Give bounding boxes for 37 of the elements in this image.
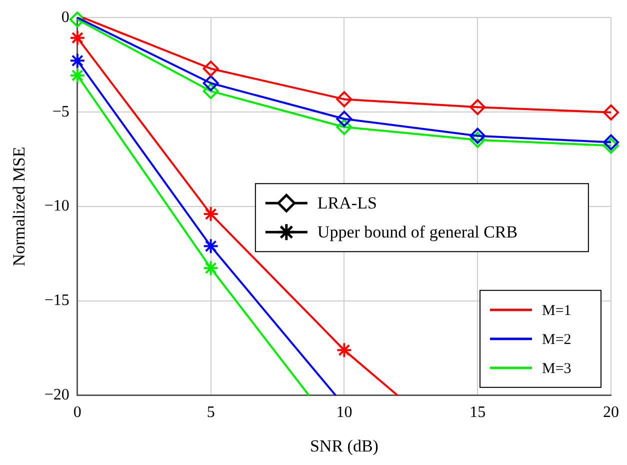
y-axis-title: Normalized MSE bbox=[10, 146, 29, 266]
x-tick-label: 15 bbox=[470, 404, 486, 422]
y-tick-label: −10 bbox=[44, 198, 70, 215]
x-tick-label: 10 bbox=[336, 404, 352, 422]
point bbox=[336, 118, 352, 135]
point bbox=[202, 83, 219, 100]
legend-label: LRA-LS bbox=[317, 194, 377, 213]
point bbox=[202, 75, 219, 92]
x-tick-label: 0 bbox=[73, 404, 82, 422]
point bbox=[603, 104, 619, 120]
point bbox=[470, 132, 486, 148]
legend-label: Upper bound of general CRB bbox=[317, 222, 518, 242]
point bbox=[336, 110, 352, 127]
point bbox=[202, 206, 219, 222]
legend-label: M=1 bbox=[542, 302, 572, 319]
point bbox=[69, 67, 86, 84]
point bbox=[69, 11, 86, 28]
legend-label: M=3 bbox=[542, 360, 572, 377]
y-tick-label: −20 bbox=[44, 386, 70, 404]
point bbox=[603, 138, 619, 154]
point bbox=[470, 99, 486, 116]
point bbox=[202, 60, 219, 77]
x-tick-label: 5 bbox=[206, 404, 215, 422]
point bbox=[202, 238, 219, 254]
y-tick-label: 0 bbox=[61, 8, 70, 26]
x-tick-label: 20 bbox=[603, 404, 619, 422]
point bbox=[69, 52, 86, 69]
point bbox=[603, 134, 619, 150]
point bbox=[336, 91, 352, 108]
y-tick-label: −5 bbox=[52, 103, 70, 120]
point bbox=[69, 30, 86, 46]
x-axis-title: SNR (dB) bbox=[310, 436, 378, 456]
legend-label: M=2 bbox=[542, 332, 572, 348]
point bbox=[470, 128, 486, 144]
y-tick-label: −15 bbox=[44, 292, 70, 310]
point bbox=[202, 260, 219, 276]
point bbox=[336, 342, 352, 358]
